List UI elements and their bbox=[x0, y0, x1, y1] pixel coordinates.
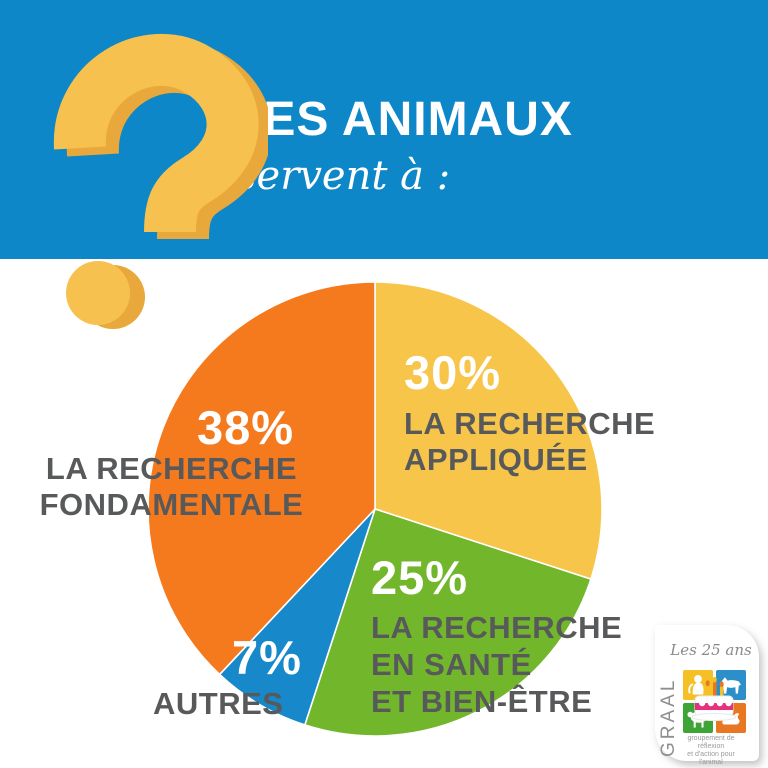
logo-tagline-line1: groupement de réflexion bbox=[687, 735, 735, 750]
value-fondamentale: 38% bbox=[197, 401, 295, 454]
graal-logo: Les 25 ans GRAAL bbox=[655, 625, 759, 766]
label-line: EN SANTÉ bbox=[371, 647, 532, 682]
label-line: LA RECHERCHE bbox=[404, 406, 656, 441]
value-sante: 25% bbox=[371, 551, 469, 604]
page-subtitle: servent à : bbox=[236, 153, 451, 199]
logo-anniversary-text: Les 25 ans bbox=[670, 641, 752, 659]
label-recherche-appliquee: 30% LA RECHERCHE APPLIQUÉE bbox=[404, 349, 655, 478]
pie-slice-appliquee bbox=[374, 281, 603, 580]
label-autres: AUTRES bbox=[153, 686, 284, 721]
label-line: LA RECHERCHE bbox=[371, 610, 623, 645]
pie-slice-fondamentale bbox=[147, 281, 376, 676]
page-title: LES ANIMAUX bbox=[233, 93, 573, 146]
label-recherche-fondamentale: LA RECHERCHE FONDAMENTALE bbox=[24, 451, 319, 523]
pie-slice-sante bbox=[304, 508, 592, 737]
value-appliquee: 30% bbox=[404, 346, 502, 399]
label-line: APPLIQUÉE bbox=[404, 442, 588, 477]
logo-tagline: groupement de réflexion et d'action pour… bbox=[675, 735, 747, 767]
birthday-cake-icon bbox=[691, 677, 737, 721]
label-recherche-sante: 25% LA RECHERCHE EN SANTÉ ET BIEN-ÊTRE bbox=[371, 554, 622, 720]
question-mark-icon bbox=[53, 34, 268, 329]
logo-tagline-line2: et d'action pour l'animal bbox=[687, 751, 735, 766]
label-line: ET BIEN-ÊTRE bbox=[371, 684, 593, 719]
label-line: LA RECHERCHE bbox=[45, 451, 298, 486]
label-line: FONDAMENTALE bbox=[39, 487, 304, 522]
value-autres: 7% bbox=[232, 631, 302, 684]
